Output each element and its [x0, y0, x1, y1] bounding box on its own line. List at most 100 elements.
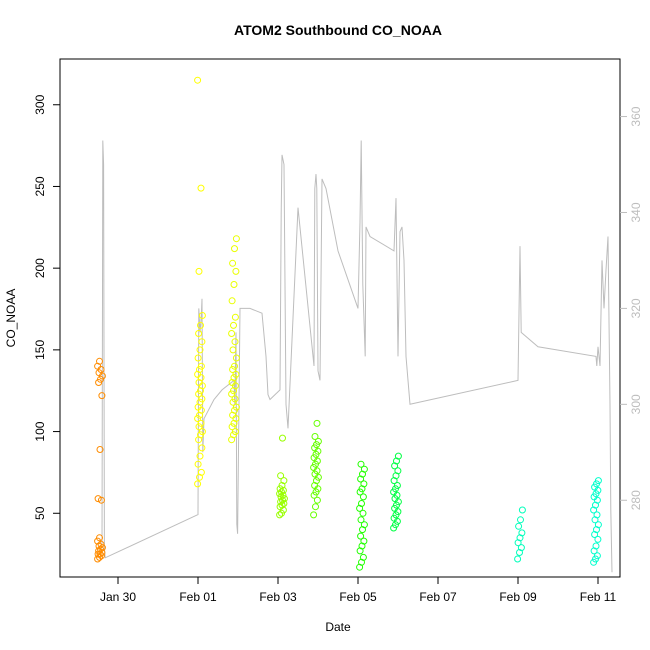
secondary-series-line: [101, 140, 613, 573]
data-point: [228, 330, 236, 337]
data-point: [194, 76, 202, 84]
data-point: [594, 535, 602, 543]
data-point: [518, 529, 526, 537]
data-point: [313, 419, 321, 427]
x-tick-label: Jan 30: [100, 590, 136, 604]
data-point: [196, 452, 204, 460]
data-point: [279, 491, 287, 499]
x-axis-label: Date: [325, 620, 351, 634]
data-point: [98, 392, 106, 400]
x-tick-label: Feb 05: [339, 590, 377, 604]
y-tick-label: 250: [33, 176, 47, 196]
data-point: [230, 321, 237, 329]
data-point: [278, 501, 286, 509]
data-point: [96, 446, 104, 453]
data-point: [279, 434, 286, 442]
data-point: [196, 346, 204, 354]
x-tick-label: Feb 09: [499, 590, 537, 604]
data-point: [194, 354, 202, 362]
data-point: [195, 267, 203, 275]
data-point: [594, 521, 602, 529]
y-tick-label: 50: [33, 506, 47, 520]
data-point: [232, 354, 240, 362]
data-point: [197, 321, 204, 329]
data-point: [198, 428, 206, 436]
data-point: [357, 460, 365, 468]
data-point: [229, 346, 237, 354]
y-tick-label: 150: [33, 340, 47, 360]
data-point: [231, 338, 239, 346]
data-point: [592, 542, 600, 550]
data-point: [393, 482, 401, 489]
data-point: [229, 259, 237, 267]
data-point: [280, 495, 288, 503]
data-point: [514, 555, 522, 563]
data-point: [314, 437, 322, 445]
data-point: [517, 516, 524, 524]
data-point: [98, 544, 106, 552]
x-tick-label: Feb 01: [179, 590, 217, 604]
chart-title: ATOM2 Southbound CO_NOAA: [234, 22, 442, 38]
data-point: [276, 511, 284, 519]
data-point: [360, 480, 368, 488]
y-tick-label: 200: [33, 258, 47, 278]
data-point: [517, 544, 525, 552]
data-point: [279, 496, 286, 504]
data-point: [228, 297, 236, 305]
data-point: [277, 472, 285, 480]
data-point: [593, 511, 601, 519]
data-point: [279, 486, 287, 494]
data-point: [96, 550, 104, 558]
y-tick-label: 300: [33, 94, 47, 114]
data-point: [95, 542, 103, 550]
data-point: [197, 184, 205, 192]
y-tick-label: 100: [33, 421, 47, 441]
data-point: [593, 552, 601, 560]
data-point: [358, 500, 365, 507]
data-point: [280, 500, 288, 507]
data-point: [231, 313, 239, 321]
data-point: [195, 330, 203, 337]
points-layer: [94, 76, 602, 571]
data-point: [231, 428, 239, 436]
right-y-tick-label: 360: [629, 106, 643, 126]
data-point: [594, 477, 602, 485]
data-point: [360, 537, 368, 545]
secondary-line-layer: [101, 140, 613, 573]
data-point: [198, 444, 206, 452]
data-point: [359, 493, 367, 501]
data-point: [232, 267, 240, 275]
data-point: [311, 433, 319, 440]
data-point: [97, 545, 104, 553]
data-point: [97, 496, 105, 504]
y-axis-label: CO_NOAA: [4, 289, 18, 348]
data-point: [197, 362, 205, 370]
data-point: [96, 534, 103, 542]
data-point: [232, 403, 240, 411]
data-point: [357, 532, 365, 540]
right-y-tick-label: 320: [629, 298, 643, 318]
data-point: [313, 496, 321, 504]
data-point: [198, 312, 206, 319]
data-point: [232, 235, 240, 243]
y-axis-left: 50 100 150 200 250 300: [33, 94, 60, 520]
data-point: [359, 553, 367, 561]
data-point: [197, 419, 205, 427]
plot-frame: [59, 58, 621, 578]
data-point: [360, 465, 368, 473]
right-y-tick-label: 340: [629, 202, 643, 222]
data-point: [518, 506, 526, 514]
x-tick-label: Feb 11: [580, 590, 617, 604]
data-point: [312, 503, 319, 511]
x-tick-label: Feb 03: [259, 590, 297, 604]
right-y-tick-label: 300: [629, 394, 643, 414]
data-point: [278, 488, 285, 496]
data-point: [194, 480, 202, 488]
data-point: [357, 516, 365, 524]
data-point: [94, 495, 102, 503]
data-point: [310, 511, 318, 519]
x-axis: Jan 30 Feb 01 Feb 03 Feb 05 Feb 07 Feb 09 Feb …: [100, 577, 617, 604]
data-point: [277, 493, 285, 501]
data-point: [394, 467, 402, 475]
